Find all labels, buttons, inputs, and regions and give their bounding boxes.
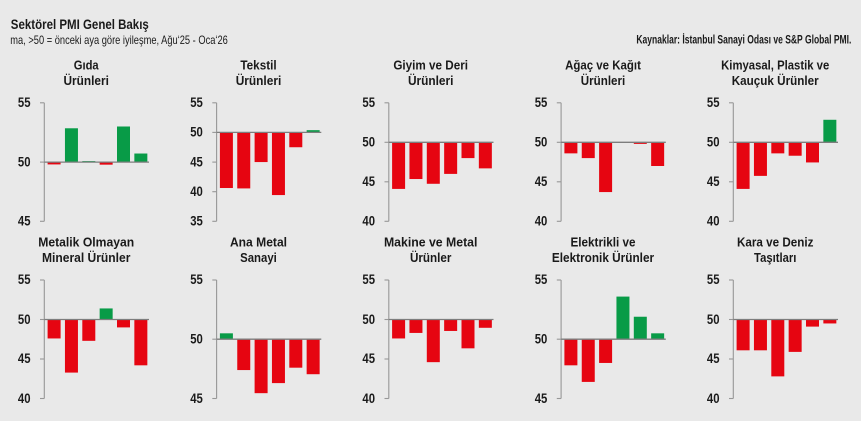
svg-text:55: 55 [18, 271, 31, 287]
svg-text:Kimyasal, Plastik ve: Kimyasal, Plastik ve [721, 57, 829, 72]
svg-text:Ana Metal: Ana Metal [230, 234, 287, 249]
svg-text:45: 45 [707, 173, 720, 189]
svg-text:40: 40 [535, 213, 548, 229]
svg-text:50: 50 [362, 134, 375, 150]
svg-text:55: 55 [190, 94, 203, 110]
svg-text:45: 45 [18, 350, 31, 366]
svg-text:50: 50 [190, 331, 203, 347]
svg-text:50: 50 [707, 134, 720, 150]
svg-text:40: 40 [362, 213, 375, 229]
svg-text:45: 45 [362, 350, 375, 366]
svg-text:55: 55 [535, 94, 548, 110]
svg-text:55: 55 [362, 271, 375, 287]
svg-text:55: 55 [707, 271, 720, 287]
svg-text:Kauçuk Ürünler: Kauçuk Ürünler [732, 73, 819, 88]
svg-text:Ürünleri: Ürünleri [236, 73, 282, 88]
svg-text:35: 35 [190, 213, 203, 229]
svg-text:Ürünler: Ürünler [410, 250, 452, 265]
svg-text:50: 50 [535, 331, 548, 347]
svg-text:40: 40 [190, 183, 203, 199]
svg-text:Elektronik Ürünler: Elektronik Ürünler [552, 250, 654, 265]
svg-text:Metalik Olmayan: Metalik Olmayan [38, 234, 134, 249]
svg-text:40: 40 [707, 390, 720, 406]
svg-text:40: 40 [707, 213, 720, 229]
svg-text:55: 55 [18, 94, 31, 110]
svg-text:Gıda: Gıda [74, 57, 100, 72]
svg-text:55: 55 [707, 94, 720, 110]
svg-text:50: 50 [18, 311, 31, 327]
svg-text:Kara ve Deniz: Kara ve Deniz [737, 234, 814, 249]
svg-text:Makine ve Metal: Makine ve Metal [384, 234, 478, 249]
svg-text:Ürünleri: Ürünleri [581, 73, 625, 88]
svg-text:40: 40 [18, 390, 31, 406]
svg-text:45: 45 [707, 350, 720, 366]
svg-text:Taşıtları: Taşıtları [754, 250, 796, 265]
svg-text:Giyim ve Deri: Giyim ve Deri [393, 57, 468, 72]
svg-text:Ürünleri: Ürünleri [63, 73, 108, 88]
svg-text:50: 50 [190, 124, 203, 140]
svg-text:50: 50 [362, 311, 375, 327]
svg-text:55: 55 [535, 271, 548, 287]
svg-text:Tekstil: Tekstil [240, 57, 276, 72]
svg-text:Kaynaklar: İstanbul Sanayi Oda: Kaynaklar: İstanbul Sanayi Odası ve S&P … [636, 34, 851, 47]
svg-text:45: 45 [18, 213, 31, 229]
svg-text:50: 50 [535, 134, 548, 150]
svg-text:Ürünleri: Ürünleri [408, 73, 454, 88]
svg-text:40: 40 [362, 390, 375, 406]
svg-text:50: 50 [18, 153, 31, 169]
svg-text:45: 45 [190, 153, 203, 169]
svg-text:50: 50 [707, 311, 720, 327]
svg-text:Ağaç ve Kağıt: Ağaç ve Kağıt [565, 57, 641, 72]
svg-text:ma, >50 = önceki aya göre iyil: ma, >50 = önceki aya göre iyileşme, Ağu‘… [10, 33, 228, 47]
svg-text:55: 55 [362, 94, 375, 110]
svg-text:45: 45 [535, 173, 548, 189]
svg-text:Sektörel PMI Genel Bakış: Sektörel PMI Genel Bakış [11, 16, 149, 32]
svg-text:45: 45 [535, 390, 548, 406]
svg-text:Sanayi: Sanayi [240, 250, 277, 265]
svg-text:45: 45 [190, 390, 203, 406]
svg-text:45: 45 [362, 173, 375, 189]
svg-text:Mineral Ürünler: Mineral Ürünler [42, 250, 130, 265]
svg-text:Elektrikli ve: Elektrikli ve [571, 234, 636, 249]
svg-text:55: 55 [190, 271, 203, 287]
